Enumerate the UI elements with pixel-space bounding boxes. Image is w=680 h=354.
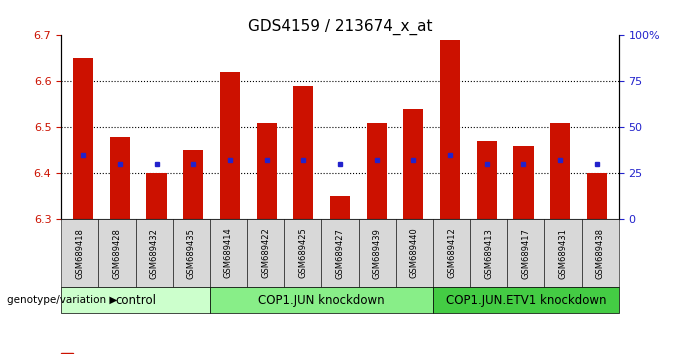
Bar (73, 58, 93, 219)
Text: genotype/variation ▶: genotype/variation ▶ (7, 295, 117, 305)
Title: GDS4159 / 213674_x_at: GDS4159 / 213674_x_at (248, 19, 432, 35)
Text: GSM689417: GSM689417 (522, 228, 530, 279)
Bar (146, 173, 167, 219)
Bar (440, 40, 460, 219)
Bar (513, 146, 534, 219)
Text: GSM689435: GSM689435 (187, 228, 196, 279)
Text: GSM689432: GSM689432 (150, 228, 158, 279)
Text: GSM689412: GSM689412 (447, 228, 456, 279)
Text: GSM689418: GSM689418 (75, 228, 84, 279)
Text: COP1.JUN.ETV1 knockdown: COP1.JUN.ETV1 knockdown (445, 293, 606, 307)
Text: COP1.JUN knockdown: COP1.JUN knockdown (258, 293, 385, 307)
Text: control: control (115, 293, 156, 307)
Text: GSM689431: GSM689431 (558, 228, 568, 279)
Text: GSM689438: GSM689438 (596, 228, 605, 279)
Bar (183, 150, 203, 219)
Bar (367, 123, 387, 219)
Bar (587, 173, 607, 219)
Text: GSM689425: GSM689425 (299, 228, 307, 279)
Text: GSM689440: GSM689440 (410, 228, 419, 279)
Bar (550, 123, 571, 219)
Bar (220, 72, 240, 219)
Bar (256, 123, 277, 219)
Text: GSM689422: GSM689422 (261, 228, 270, 279)
Text: GSM689413: GSM689413 (484, 228, 493, 279)
Bar (293, 86, 313, 219)
Text: GSM689427: GSM689427 (335, 228, 345, 279)
Bar (330, 196, 350, 219)
Bar (477, 141, 497, 219)
Text: GSM689439: GSM689439 (373, 228, 381, 279)
Bar (403, 109, 424, 219)
Text: GSM689414: GSM689414 (224, 228, 233, 279)
Text: GSM689428: GSM689428 (112, 228, 122, 279)
Bar (109, 137, 130, 219)
